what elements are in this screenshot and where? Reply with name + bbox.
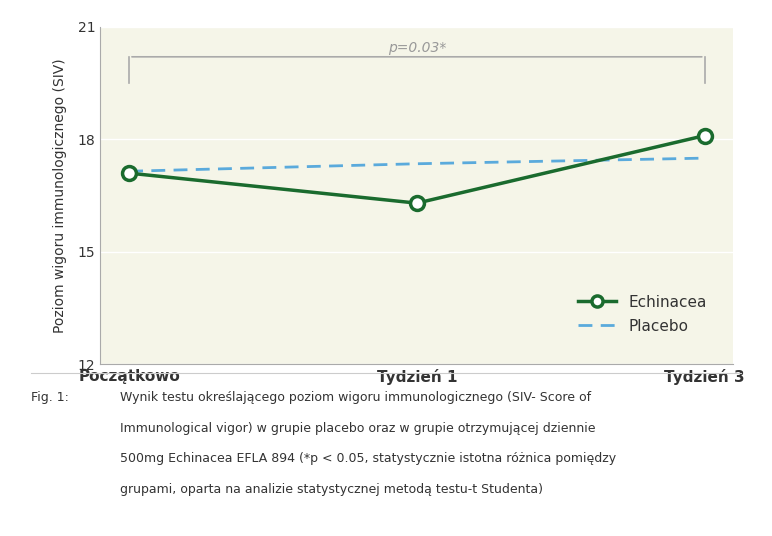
Text: Fig. 1:: Fig. 1:: [31, 391, 69, 404]
Y-axis label: Poziom wigoru immunologicznego (SIV): Poziom wigoru immunologicznego (SIV): [52, 58, 66, 333]
Text: p=0.03*: p=0.03*: [388, 41, 446, 55]
Text: grupami, oparta na analizie statystycznej metodą testu-t Studenta): grupami, oparta na analizie statystyczne…: [120, 483, 543, 496]
Text: 500mg Echinacea EFLA 894 (*p < 0.05, statystycznie istotna różnica pomiędzy: 500mg Echinacea EFLA 894 (*p < 0.05, sta…: [120, 452, 616, 465]
Text: Immunological vigor) w grupie placebo oraz w grupie otrzymującej dziennie: Immunological vigor) w grupie placebo or…: [120, 422, 595, 435]
Text: Wynik testu określającego poziom wigoru immunologicznego (SIV- Score of: Wynik testu określającego poziom wigoru …: [120, 391, 591, 404]
Legend: Echinacea, Placebo: Echinacea, Placebo: [572, 288, 713, 340]
